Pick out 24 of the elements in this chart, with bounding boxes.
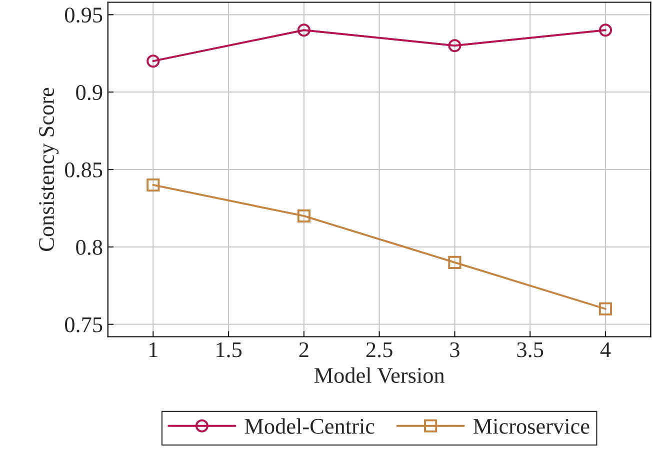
point [448,39,462,52]
y-tick-label: 0.75 [65,317,102,332]
point [598,24,612,37]
y-tick-label: 0.85 [65,162,102,178]
x-tick-label: 3.5 [517,342,544,358]
x-tick-label: 1 [150,342,158,358]
point [146,54,160,68]
point [297,24,310,37]
point [448,256,462,269]
legend-label: Microservice [473,418,590,434]
x-tick-label: 1.5 [216,342,242,358]
y-axis-title: Consistency Score [39,88,59,251]
point [598,302,612,316]
point [146,178,160,192]
y-tick-label: 0.95 [65,8,102,23]
x-tick-label: 2 [299,342,308,358]
y-tick-label: 0.8 [76,240,102,255]
x-axis-title: Model Version [314,367,445,384]
x-tick-label: 2.5 [366,342,392,358]
x-tick-label: 3 [450,342,460,358]
y-tick-label: 0.9 [76,85,102,100]
point [297,209,310,222]
legend-label: Model-Centric [244,418,374,434]
x-tick-label: 4 [600,342,611,358]
